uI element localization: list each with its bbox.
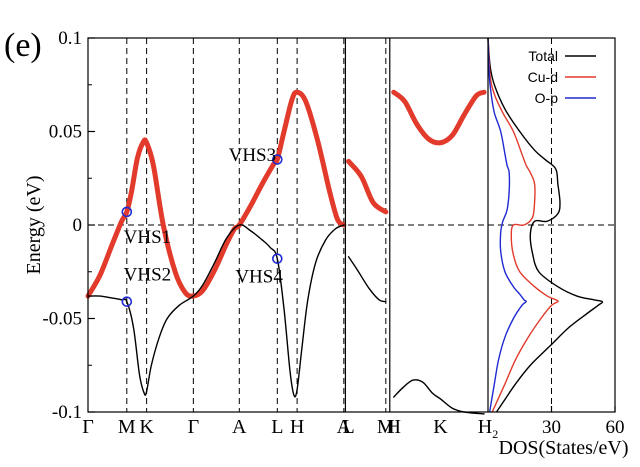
dos-total <box>487 37 604 413</box>
y-tick-label: 0.1 <box>58 28 82 49</box>
legend-label-cu-d: Cu-d <box>528 69 558 85</box>
dos-cu-d <box>487 37 559 413</box>
band-upper-path1 <box>85 89 347 299</box>
vhs-marker-vhs1 <box>121 206 133 218</box>
kpoint-label-10: H <box>387 416 401 438</box>
kpoint-label-5: L <box>271 416 283 438</box>
vhs-marker-vhs2 <box>121 296 133 307</box>
legend-label-total: Total <box>528 48 558 64</box>
band-upper-path2 <box>346 158 389 215</box>
axes-frame <box>87 37 616 413</box>
kpoint-label-12: H2 <box>478 416 498 441</box>
labels: 0.10.050-0.05-0.130 60Γ M K Γ A L H AL MH K H2Energ… <box>4 27 628 459</box>
kpoint-label-3: Γ <box>188 416 200 438</box>
dos-x-tick-label: 60 <box>606 417 625 438</box>
y-tick-label: 0 <box>73 215 83 236</box>
dos-x-axis-title: DOS(States/eV) <box>499 437 629 459</box>
dos-curves <box>487 37 604 413</box>
band-lower-path2 <box>347 256 387 303</box>
kpoint-label-8: L <box>342 416 354 438</box>
band-lower-path3 <box>393 379 485 415</box>
kpoint-label-11: K <box>433 416 448 438</box>
vhs-markers <box>121 154 283 307</box>
panel-label: (e) <box>4 27 42 64</box>
band-upper-path3 <box>391 89 487 146</box>
vhs-marker-vhs4 <box>272 253 283 264</box>
y-tick-label: 0.05 <box>49 122 82 143</box>
kpoint-label-7: A <box>337 416 352 438</box>
dashed-gridlines <box>88 38 615 412</box>
dos-o-p <box>487 37 527 413</box>
y-axis-title: Energy (eV) <box>23 175 45 274</box>
kpoint-label-2: K <box>139 416 154 438</box>
kpoint-label-6: H <box>290 416 304 438</box>
kpoint-label-0: Γ <box>82 416 94 438</box>
kpoint-label-9: M <box>377 416 395 438</box>
dos-x-tick-label: 30 <box>542 417 561 438</box>
y-tick-label: -0.1 <box>52 402 82 423</box>
y-tick-label: -0.05 <box>42 309 82 330</box>
vhs-label-vhs4: VHS4 <box>235 266 283 287</box>
kpoint-label-1: M <box>118 416 136 438</box>
band-lower-path1 <box>87 224 345 398</box>
vhs-label-vhs2: VHS2 <box>124 265 172 286</box>
vhs-marker-vhs3 <box>272 154 283 165</box>
vhs-label-vhs1: VHS1 <box>124 227 172 248</box>
legend: Total Cu-d O-p <box>528 48 596 106</box>
band-curves <box>85 89 487 415</box>
kpoint-label-4: A <box>232 416 247 438</box>
vhs-label-vhs3: VHS3 <box>229 145 277 166</box>
legend-label-o-p: O-p <box>535 90 559 106</box>
